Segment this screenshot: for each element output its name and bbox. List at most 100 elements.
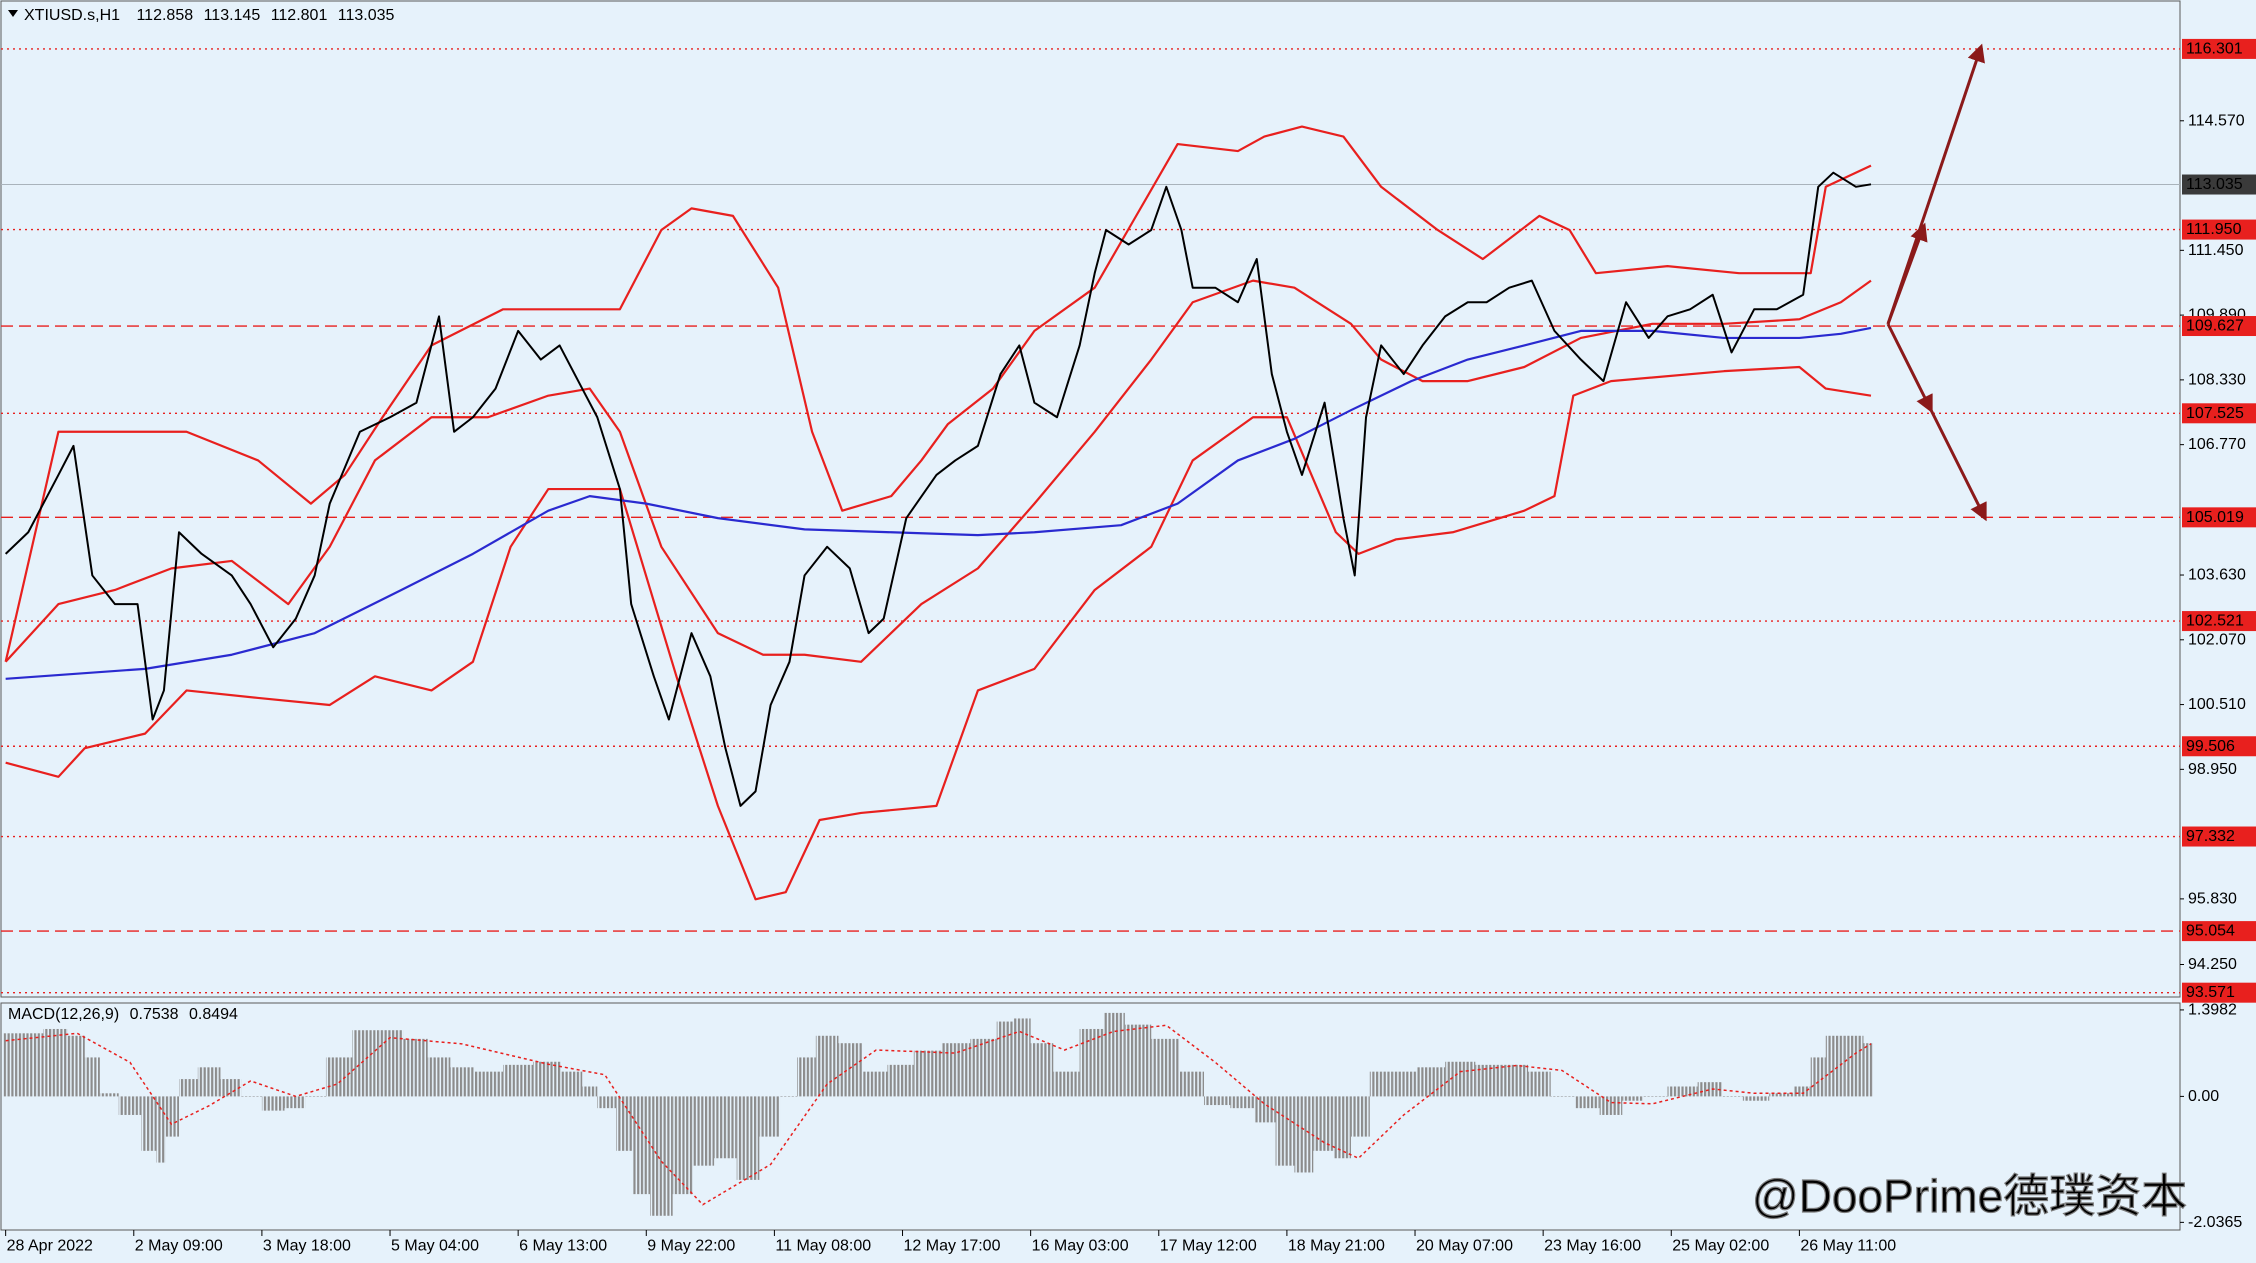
- macd-bar: [261, 1096, 285, 1111]
- macd-bar: [970, 1038, 997, 1097]
- macd-bar: [672, 1096, 694, 1195]
- macd-bar: [141, 1096, 157, 1151]
- level-label-box: [2182, 921, 2256, 942]
- level-label: 116.301: [2186, 40, 2243, 57]
- macd-bar: [1643, 1096, 1668, 1097]
- macd-bar: [99, 1093, 119, 1097]
- macd-bar: [1104, 1012, 1125, 1097]
- macd-bar: [1844, 1035, 1864, 1097]
- macd-bar: [650, 1096, 673, 1216]
- macd-bar: [616, 1096, 634, 1151]
- level-label: 97.332: [2186, 828, 2235, 845]
- macd-bar: [1369, 1071, 1393, 1097]
- y-tick-label: 100.510: [2188, 696, 2246, 713]
- y-tick-label: -2.0365: [2188, 1214, 2242, 1231]
- macd-bar: [220, 1079, 242, 1097]
- macd-bar: [1203, 1096, 1231, 1106]
- macd-bar: [1179, 1071, 1204, 1097]
- macd-bar: [1445, 1061, 1476, 1097]
- symbol-title: XTIUSD.s,H1: [24, 7, 120, 24]
- macd-bar: [1124, 1024, 1152, 1097]
- macd-bar: [714, 1096, 737, 1159]
- macd-bar: [1313, 1096, 1335, 1151]
- level-label-box: [2182, 826, 2256, 847]
- macd-bar: [1079, 1028, 1105, 1097]
- macd-bar: [427, 1057, 451, 1097]
- level-label: 99.506: [2186, 738, 2235, 755]
- x-tick-label: 12 May 17:00: [904, 1238, 1001, 1255]
- macd-panel: [0, 1002, 2181, 1231]
- macd-bar: [67, 1035, 85, 1097]
- y-tick-label: 108.330: [2188, 371, 2246, 388]
- macd-bar: [284, 1096, 306, 1109]
- level-label-box: [2182, 403, 2256, 424]
- y-tick-label: 114.570: [2188, 112, 2245, 129]
- level-label: 102.521: [2186, 613, 2244, 630]
- series-line: [4, 171, 1872, 807]
- macd-signal-value: 0.8494: [189, 1006, 238, 1023]
- macd-bar: [352, 1030, 379, 1097]
- last-price-label: 113.035: [2186, 176, 2243, 193]
- y-tick-label: 106.770: [2188, 436, 2246, 453]
- arrow-up-short: [1886, 222, 1928, 325]
- menu-triangle[interactable]: [8, 10, 18, 17]
- level-label: 93.571: [2186, 984, 2235, 1001]
- x-tick-label: 9 May 22:00: [647, 1238, 735, 1255]
- x-tick-label: 23 May 16:00: [1544, 1238, 1641, 1255]
- macd-bar: [3, 1033, 17, 1097]
- macd-bar: [165, 1096, 179, 1137]
- macd-bar: [862, 1071, 888, 1097]
- series-line: [5, 326, 1872, 680]
- x-tick-label: 6 May 13:00: [519, 1238, 607, 1255]
- level-label: 107.525: [2186, 405, 2244, 422]
- y-tick-label: 95.830: [2188, 890, 2237, 907]
- x-tick-label: 17 May 12:00: [1160, 1238, 1257, 1255]
- macd-bar: [1294, 1096, 1314, 1173]
- header-open: 112.858: [136, 7, 193, 24]
- macd-bar: [1742, 1096, 1770, 1101]
- series-line: [5, 365, 1872, 901]
- macd-bar: [84, 1057, 100, 1097]
- macd-bar: [1030, 1043, 1054, 1097]
- level-label-box: [2182, 316, 2256, 337]
- macd-bar: [1528, 1071, 1551, 1097]
- x-tick-label: 16 May 03:00: [1032, 1238, 1129, 1255]
- arrow-down-long: [1929, 409, 1987, 522]
- level-label-box: [2182, 611, 2256, 632]
- series-line: [4, 279, 1872, 663]
- x-tick-label: 26 May 11:00: [1800, 1238, 1896, 1255]
- macd-bar: [1575, 1096, 1600, 1109]
- macd-bar: [1013, 1018, 1031, 1097]
- macd-main-value: 0.7538: [130, 1006, 179, 1023]
- x-tick-label: 28 Apr 2022: [7, 1238, 93, 1255]
- macd-bar: [43, 1028, 68, 1097]
- macd-bar: [305, 1096, 326, 1097]
- annotation-arrows: [1886, 43, 1987, 522]
- header-close: 113.035: [338, 7, 395, 24]
- macd-bar: [178, 1079, 198, 1097]
- macd-bar: [1667, 1086, 1698, 1097]
- macd-bar: [736, 1096, 760, 1180]
- macd-bar: [913, 1050, 943, 1097]
- level-label-box: [2182, 38, 2256, 59]
- macd-bar: [533, 1061, 562, 1097]
- header-low: 112.801: [271, 7, 328, 24]
- macd-bar: [582, 1086, 598, 1097]
- macd-bar: [156, 1096, 166, 1163]
- macd-bar: [1230, 1096, 1255, 1109]
- macd-bar: [1810, 1057, 1826, 1097]
- x-tick-label: 18 May 21:00: [1288, 1238, 1385, 1255]
- macd-bar: [838, 1043, 863, 1097]
- macd-bar: [378, 1030, 404, 1097]
- macd-bar: [633, 1096, 651, 1195]
- x-tick-label: 5 May 04:00: [391, 1238, 479, 1255]
- header-high: 113.145: [204, 7, 261, 24]
- y-tick-label: 102.070: [2188, 631, 2246, 648]
- macd-bar: [1392, 1071, 1417, 1097]
- macd-bar: [1825, 1035, 1845, 1097]
- macd-bar: [1793, 1086, 1811, 1097]
- macd-bar: [1334, 1096, 1351, 1159]
- macd-bar: [325, 1057, 353, 1097]
- level-label-box: [2182, 736, 2256, 757]
